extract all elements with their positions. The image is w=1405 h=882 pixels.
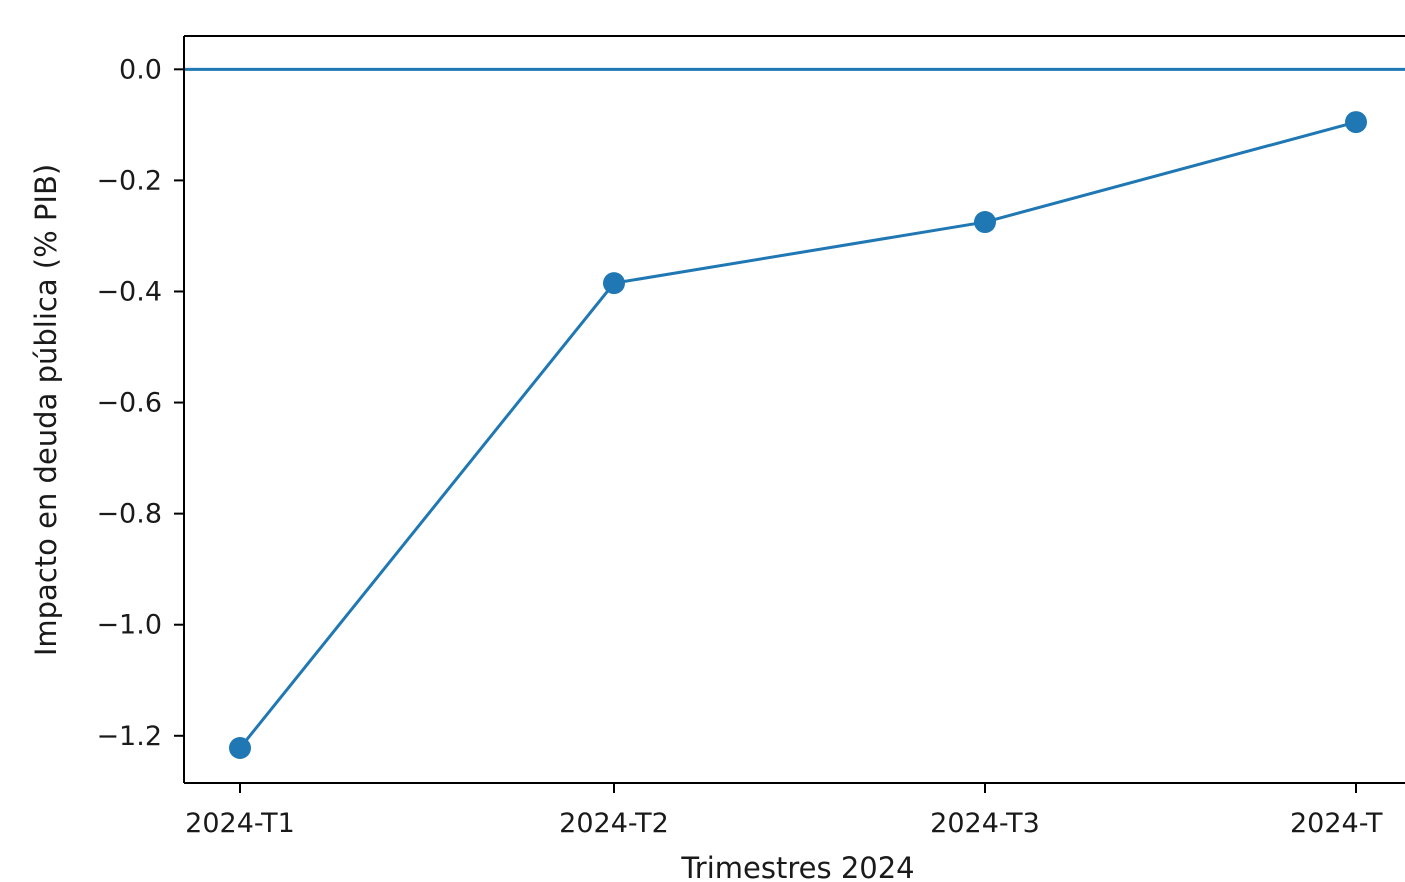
x-tick-label-2: 2024-T3 (930, 808, 1040, 839)
plot-area (183, 35, 1405, 784)
series-line (238, 120, 1357, 749)
y-tick-label-3: −0.6 (96, 388, 162, 419)
y-tick-label-6: −1.2 (96, 721, 162, 752)
data-point-3 (974, 211, 996, 234)
axis-ticks: 0.0 −0.2 −0.4 −0.6 −0.8 −1.0 −1.2 2024-T1 2024-T… (96, 54, 1383, 839)
y-tick-label-5: −1.0 (96, 610, 162, 641)
y-tick-label-0: 0.0 (119, 54, 162, 85)
x-tick-label-1: 2024-T2 (559, 808, 669, 839)
y-tick-label-2: −0.4 (96, 276, 162, 307)
y-tick-label-4: −0.8 (96, 499, 162, 530)
data-point-4 (1345, 111, 1367, 134)
x-tick-label-0: 2024-T1 (185, 808, 295, 839)
x-axis-label: Trimestres 2024 (680, 851, 914, 882)
data-point-1 (229, 737, 251, 760)
y-tick-label-1: −0.2 (96, 165, 162, 196)
y-axis-label: Impacto en deuda pública (% PIB) (29, 164, 63, 656)
data-point-2 (603, 272, 625, 295)
x-tick-label-3: 2024-T (1290, 808, 1383, 839)
